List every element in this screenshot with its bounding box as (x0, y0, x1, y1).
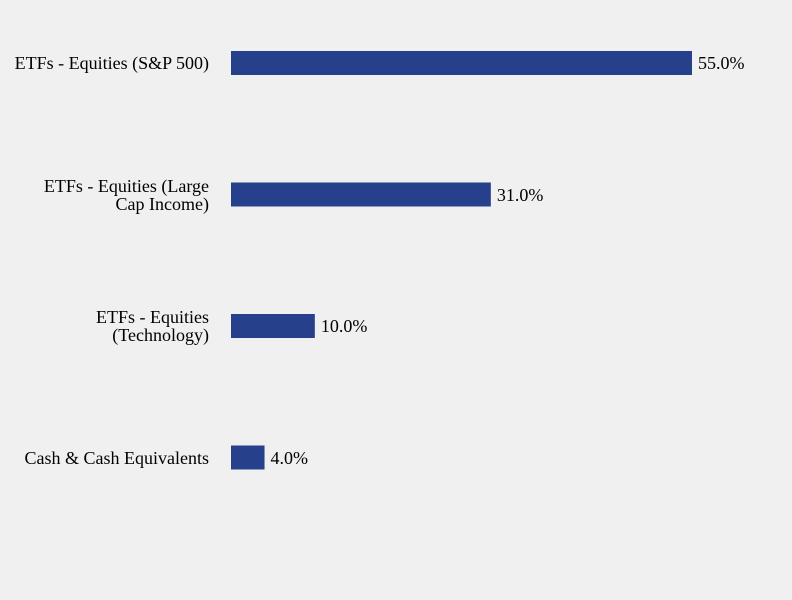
bar (231, 445, 265, 470)
category-label: ETFs - Equities (Large Cap Income) (43, 175, 209, 214)
value-label: 31.0% (496, 184, 544, 205)
category-label: Cash & Cash Equivalents (24, 447, 209, 468)
bar (231, 314, 315, 338)
category-label: ETFs - Equities (S&P 500) (14, 53, 209, 73)
value-label: 55.0% (698, 53, 745, 73)
value-label: 10.0% (320, 316, 368, 336)
bar (231, 51, 692, 75)
value-label: 4.0% (270, 447, 309, 468)
bar (231, 182, 491, 207)
category-label: ETFs - Equities (Technology) (96, 307, 209, 345)
